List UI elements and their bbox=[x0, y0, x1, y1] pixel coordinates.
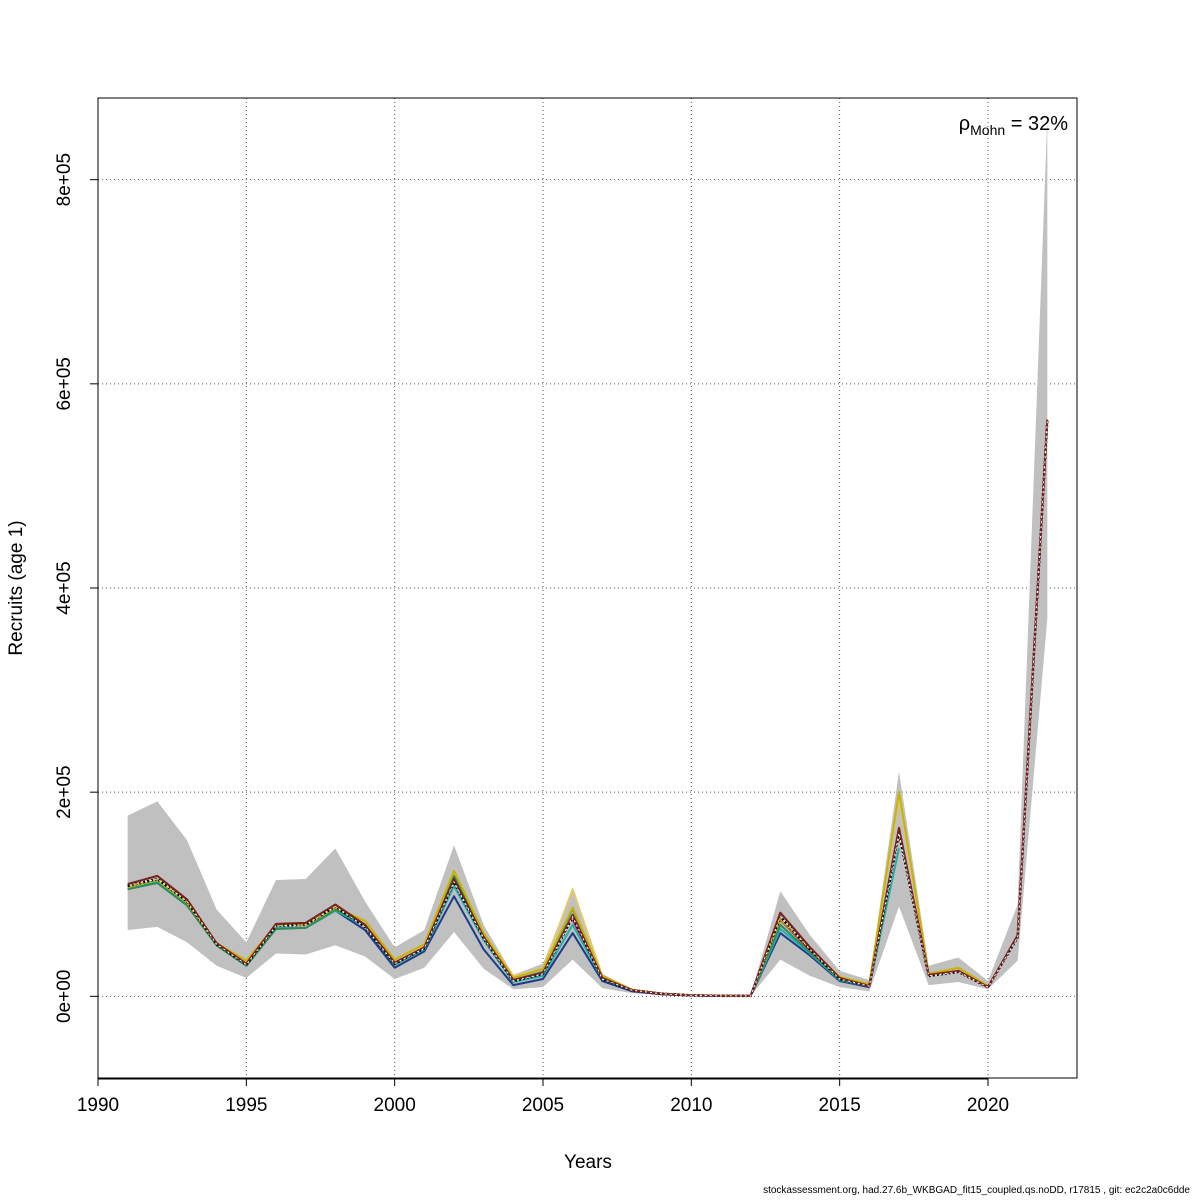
x-tick-label-2020: 2020 bbox=[967, 1095, 1009, 1116]
x-tick-label-2010: 2010 bbox=[670, 1095, 712, 1116]
footer-source: stockassessment.org, had.27.6b_WKBGAD_fi… bbox=[763, 1185, 1190, 1196]
x-tick-label-2015: 2015 bbox=[819, 1095, 861, 1116]
y-tick-label-2e+05: 2e+05 bbox=[54, 765, 75, 818]
x-tick-label-1990: 1990 bbox=[77, 1095, 119, 1116]
y-axis-label: Recruits (age 1) bbox=[6, 520, 27, 655]
mohn-rho-value: = 32% bbox=[1005, 113, 1068, 135]
x-tick-label-2000: 2000 bbox=[374, 1095, 416, 1116]
x-axis-label: Years bbox=[564, 1152, 612, 1173]
series-layer bbox=[127, 419, 1049, 998]
x-tick-label-2005: 2005 bbox=[522, 1095, 564, 1116]
mohn-rho-annotation: ρMohn = 32% bbox=[959, 113, 1068, 138]
y-axis: 0e+00 2e+05 4e+05 6e+05 8e+05 bbox=[54, 153, 98, 1023]
x-tick-label-1995: 1995 bbox=[225, 1095, 267, 1116]
mohn-rho-symbol: ρ bbox=[959, 113, 970, 135]
y-tick-label-6e+05: 6e+05 bbox=[54, 357, 75, 410]
reference-line-highlight bbox=[127, 419, 1048, 997]
y-tick-label-4e+05: 4e+05 bbox=[54, 561, 75, 614]
x-axis: 1990 1995 2000 2005 2010 2015 2020 bbox=[77, 1078, 1009, 1116]
series-line-1 bbox=[127, 419, 1049, 997]
y-tick-label-8e+05: 8e+05 bbox=[54, 153, 75, 206]
y-tick-label-0e+00: 0e+00 bbox=[54, 970, 75, 1023]
mohn-rho-subscript: Mohn bbox=[970, 122, 1005, 138]
